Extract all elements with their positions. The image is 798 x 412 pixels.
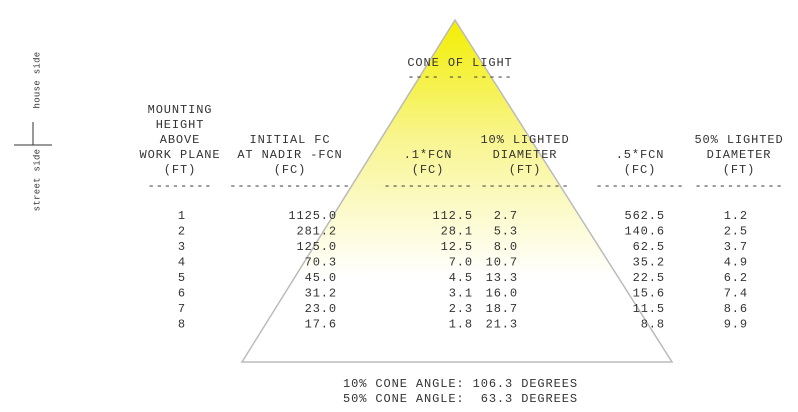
table-cell: 6 — [178, 286, 186, 300]
table-cell: 6.2 — [724, 271, 748, 285]
column-header: HEIGHT — [156, 118, 205, 132]
table-cell: 3.1 — [449, 286, 473, 300]
table-cell: 10.7 — [486, 256, 518, 270]
table-cell: 3 — [178, 240, 186, 254]
header-rule: ----------- — [480, 179, 569, 193]
table-cell: 125.0 — [296, 240, 337, 254]
table-cell: 9.9 — [724, 317, 748, 331]
table-cell: 45.0 — [305, 271, 337, 285]
header-rule: ----------- — [383, 179, 472, 193]
table-cell: 23.0 — [305, 302, 337, 316]
table-cell: 1 — [178, 209, 186, 223]
column-header: (FC) — [412, 163, 444, 177]
column-header: (FC) — [624, 163, 656, 177]
table-cell: 1.8 — [449, 317, 473, 331]
title-underline: ---- -- ----- — [407, 70, 512, 84]
column-header: AT NADIR -FCN — [237, 148, 342, 162]
table-cell: 562.5 — [624, 209, 665, 223]
header-rule: -------- — [148, 179, 213, 193]
table-cell: 4 — [178, 256, 186, 270]
page: house side street side CONE OF LIGHT ---… — [0, 0, 798, 412]
column-header: (FC) — [274, 163, 306, 177]
table-cell: 8.0 — [494, 240, 518, 254]
title: CONE OF LIGHT — [407, 56, 512, 70]
table-cell: 13.3 — [486, 271, 518, 285]
column-header: (FT) — [509, 163, 541, 177]
table-cell: 5.3 — [494, 225, 518, 239]
table-cell: 140.6 — [624, 225, 665, 239]
table-cell: 5 — [178, 271, 186, 285]
table-cell: 8 — [178, 317, 186, 331]
table-cell: 7.0 — [449, 256, 473, 270]
header-rule: ----------- — [694, 179, 783, 193]
table-cell: 21.3 — [486, 317, 518, 331]
table-cell: 35.2 — [633, 256, 665, 270]
column-header: INITIAL FC — [249, 133, 330, 147]
table-cell: 15.6 — [633, 286, 665, 300]
table-cell: 18.7 — [486, 302, 518, 316]
table-cell: 62.5 — [633, 240, 665, 254]
table-cell: 3.7 — [724, 240, 748, 254]
table-cell: 7.4 — [724, 286, 748, 300]
table-cell: 4.5 — [449, 271, 473, 285]
column-header: DIAMETER — [493, 148, 558, 162]
table-cell: 2.3 — [449, 302, 473, 316]
column-header: .1*FCN — [404, 148, 453, 162]
table-cell: 1125.0 — [288, 209, 337, 223]
table-cell: 17.6 — [305, 317, 337, 331]
side-label: street side — [32, 149, 42, 212]
table-cell: 112.5 — [432, 209, 473, 223]
footer-line: 10% CONE ANGLE: 106.3 DEGREES — [343, 377, 578, 391]
column-header: WORK PLANE — [139, 148, 220, 162]
table-cell: 281.2 — [296, 225, 337, 239]
header-rule: ----------- — [595, 179, 684, 193]
table-cell: 16.0 — [486, 286, 518, 300]
table-cell: 4.9 — [724, 256, 748, 270]
side-label: house side — [32, 51, 42, 108]
footer-line: 50% CONE ANGLE: 63.3 DEGREES — [343, 392, 578, 406]
table-cell: 1.2 — [724, 209, 748, 223]
table-cell: 2.7 — [494, 209, 518, 223]
table-cell: 28.1 — [441, 225, 473, 239]
column-header: ABOVE — [160, 133, 201, 147]
table-cell: 11.5 — [633, 302, 665, 316]
column-header: (FT) — [723, 163, 755, 177]
table-cell: 70.3 — [305, 256, 337, 270]
column-header: .5*FCN — [616, 148, 665, 162]
table-cell: 8.8 — [641, 317, 665, 331]
table-cell: 8.6 — [724, 302, 748, 316]
column-header: (FT) — [164, 163, 196, 177]
column-header: DIAMETER — [707, 148, 772, 162]
column-header: 50% LIGHTED — [694, 133, 783, 147]
table-cell: 7 — [178, 302, 186, 316]
header-rule: --------------- — [229, 179, 351, 193]
table-cell: 31.2 — [305, 286, 337, 300]
table-cell: 22.5 — [633, 271, 665, 285]
column-header: MOUNTING — [148, 103, 213, 117]
table-cell: 2 — [178, 225, 186, 239]
table-cell: 12.5 — [441, 240, 473, 254]
column-header: 10% LIGHTED — [480, 133, 569, 147]
table-cell: 2.5 — [724, 225, 748, 239]
